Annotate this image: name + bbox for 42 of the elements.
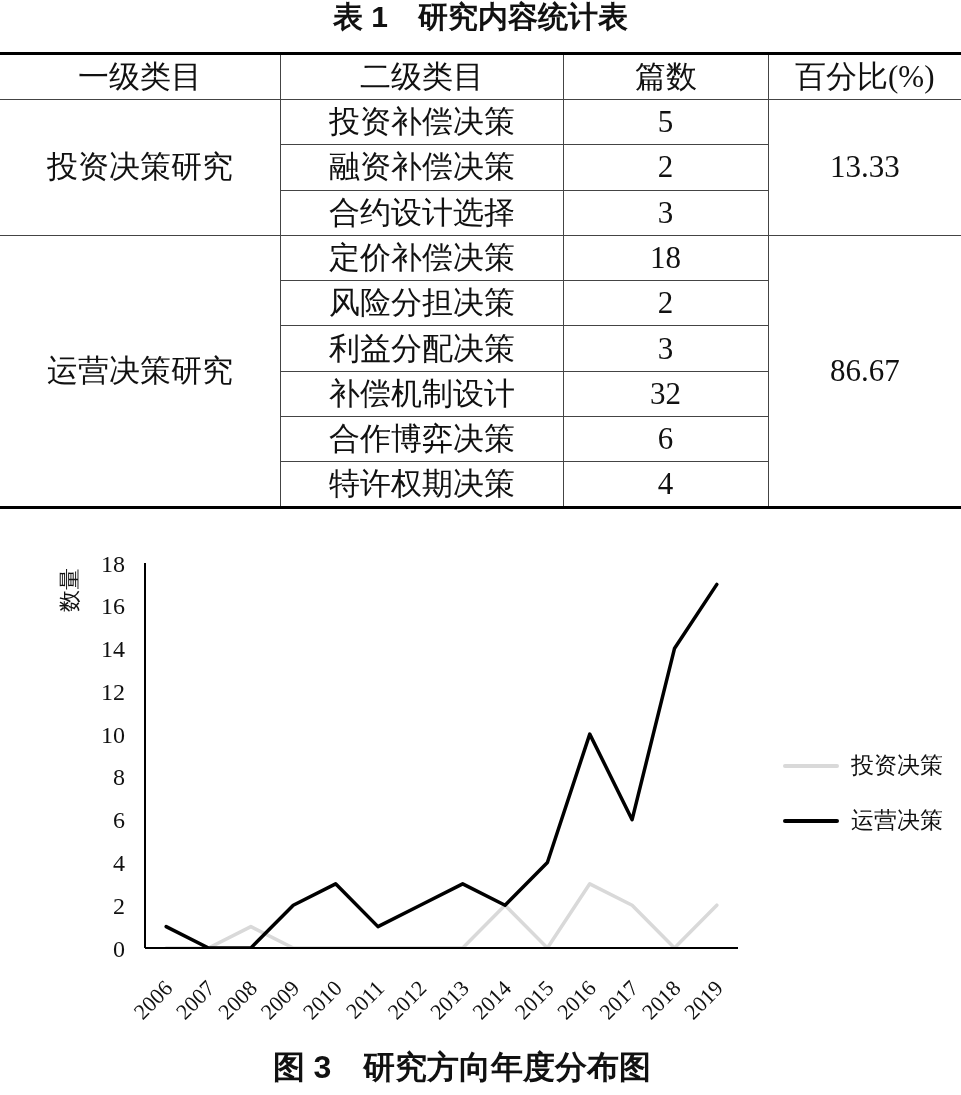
data-label: 4: [657, 466, 674, 502]
text: 表 1 研究内容统计表: [332, 0, 629, 33]
data-label: 3: [657, 330, 674, 366]
data-label: 2: [657, 149, 674, 185]
text: 86.67: [829, 352, 900, 388]
data-label: 2: [657, 285, 674, 321]
text: 运营决策研究: [46, 352, 233, 388]
text: 百分比(%): [795, 59, 935, 94]
line-series: [164, 882, 719, 948]
y-tick-label: 18: [101, 550, 125, 577]
category-label: 风险分担决策: [328, 285, 515, 321]
data-label: 5: [657, 104, 674, 140]
data-label: 32: [650, 375, 681, 411]
y-tick-label: 10: [101, 721, 125, 748]
y-axis-title: 数量: [57, 568, 82, 612]
text: 13.33: [829, 149, 900, 185]
data-label: 18: [650, 240, 681, 276]
legend-label: 投资决策: [851, 752, 943, 780]
category-label: 补偿机制设计: [328, 375, 515, 411]
y-tick-label: 6: [113, 807, 125, 834]
y-tick-label: 0: [113, 935, 125, 962]
data-label: 3: [657, 194, 674, 230]
y-tick-label: 12: [101, 678, 125, 705]
y-tick-label: 14: [101, 636, 125, 663]
text: 二级类目: [359, 59, 484, 94]
data-label: 6: [657, 421, 674, 457]
category-label: 融资补偿决策: [328, 149, 515, 185]
legend-label: 运营决策: [851, 807, 943, 835]
y-tick-label: 8: [113, 764, 125, 791]
text: 篇数: [634, 59, 697, 94]
text: 投资决策研究: [46, 149, 233, 185]
y-tick-label: 4: [113, 849, 125, 876]
category-label: 特许权期决策: [328, 466, 515, 502]
text: 图 3 研究方向年度分布图: [272, 1049, 652, 1085]
category-label: 合约设计选择: [328, 194, 515, 230]
category-label: 合作博弈决策: [328, 421, 515, 457]
category-label: 投资补偿决策: [328, 104, 515, 140]
y-tick-label: 16: [101, 593, 125, 620]
y-tick-label: 2: [113, 892, 125, 919]
category-label: 利益分配决策: [328, 330, 515, 366]
category-label: 定价补偿决策: [328, 240, 515, 276]
legend-title: 一级类目: [77, 59, 202, 94]
